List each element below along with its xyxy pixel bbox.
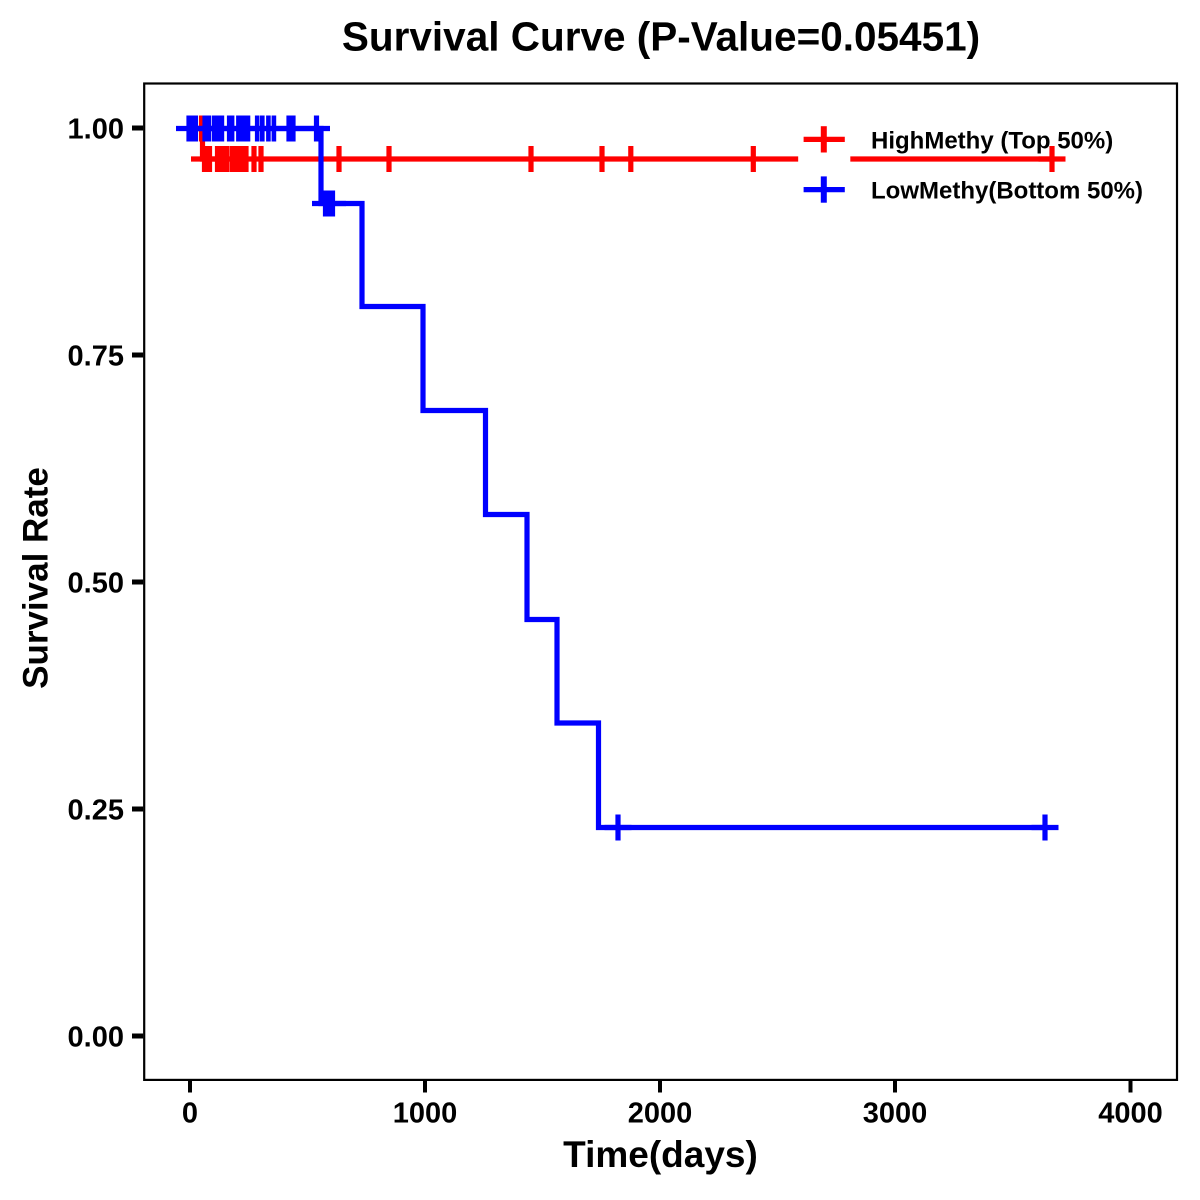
svg-text:0.00: 0.00 — [68, 1022, 124, 1054]
svg-text:1000: 1000 — [393, 1098, 458, 1130]
svg-text:Survival Rate: Survival Rate — [17, 467, 56, 689]
svg-text:0: 0 — [182, 1098, 198, 1130]
svg-text:0.25: 0.25 — [68, 795, 124, 827]
svg-text:Survival Curve (P-Value=0.0545: Survival Curve (P-Value=0.05451) — [342, 14, 980, 60]
svg-text:4000: 4000 — [1098, 1098, 1163, 1130]
svg-text:2000: 2000 — [628, 1098, 693, 1130]
svg-text:1.00: 1.00 — [68, 114, 124, 146]
svg-text:Time(days): Time(days) — [563, 1134, 758, 1175]
svg-text:0.50: 0.50 — [68, 568, 124, 600]
svg-text:HighMethy (Top 50%): HighMethy (Top 50%) — [871, 128, 1113, 155]
svg-text:3000: 3000 — [863, 1098, 928, 1130]
svg-text:LowMethy(Bottom 50%): LowMethy(Bottom 50%) — [871, 178, 1143, 205]
svg-text:0.75: 0.75 — [68, 341, 124, 373]
